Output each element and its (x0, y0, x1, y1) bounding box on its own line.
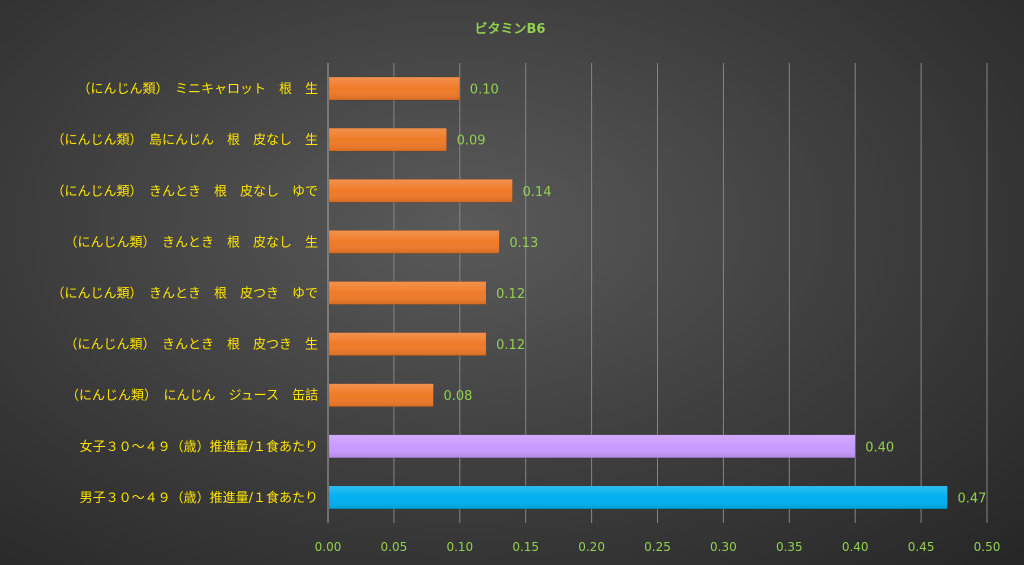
category-label: （にんじん類） 島にんじん 根 皮なし 生 (51, 133, 318, 148)
value-label: 0.08 (443, 389, 472, 404)
category-label: 女子３０～４９（歳）推進量/１食あたり (80, 439, 318, 455)
value-label: 0.12 (496, 287, 525, 302)
x-tick-label: 0.00 (315, 540, 342, 554)
bar-group (328, 281, 487, 305)
bar-shade (329, 179, 513, 203)
category-label: （にんじん類） きんとき 根 皮なし 生 (64, 235, 318, 250)
x-tick-label: 0.20 (578, 540, 605, 554)
category-label: 男子３０～４９（歳）推進量/１食あたり (80, 490, 318, 506)
bar-shade (329, 281, 487, 305)
bar-group (328, 485, 948, 510)
bar-group (328, 383, 434, 407)
x-tick-label: 0.50 (974, 540, 1001, 554)
x-tick-label: 0.35 (776, 540, 803, 554)
bar-shade (329, 434, 856, 458)
value-label: 0.12 (496, 338, 525, 353)
value-label: 0.10 (470, 83, 499, 98)
category-label: （にんじん類） ミニキャロット 根 生 (77, 82, 318, 97)
value-label: 0.47 (957, 491, 986, 506)
x-tick-label: 0.30 (710, 540, 737, 554)
x-tick-label: 0.10 (446, 540, 473, 554)
bar-shade (329, 230, 500, 254)
x-tick-label: 0.45 (908, 540, 935, 554)
bar-group (328, 434, 856, 459)
bar-group (328, 332, 487, 356)
bar-group (328, 76, 461, 101)
x-tick-label: 0.40 (842, 540, 869, 554)
bar-shade (329, 383, 434, 407)
bar-shade (329, 332, 487, 356)
bar-shade (329, 485, 948, 509)
category-label: （にんじん類） きんとき 根 皮なし ゆで (51, 184, 318, 199)
category-label: （にんじん類） きんとき 根 皮つき 生 (64, 338, 318, 353)
x-tick-label: 0.05 (381, 540, 408, 554)
category-label: （にんじん類） にんじん ジュース 缶詰 (66, 388, 318, 404)
category-label: （にんじん類） きんとき 根 皮つき ゆで (51, 287, 318, 302)
chart-title: ビタミンB6 (475, 21, 546, 37)
bar-shade (329, 77, 460, 101)
bar-group (328, 230, 500, 254)
bar-group (328, 127, 447, 152)
bar-group (328, 179, 513, 203)
bar-shade (329, 128, 447, 152)
value-label: 0.14 (523, 185, 552, 200)
value-label: 0.40 (865, 440, 894, 455)
value-label: 0.09 (457, 134, 486, 149)
value-label: 0.13 (509, 236, 538, 251)
x-tick-label: 0.15 (512, 540, 539, 554)
x-tick-label: 0.25 (644, 540, 671, 554)
